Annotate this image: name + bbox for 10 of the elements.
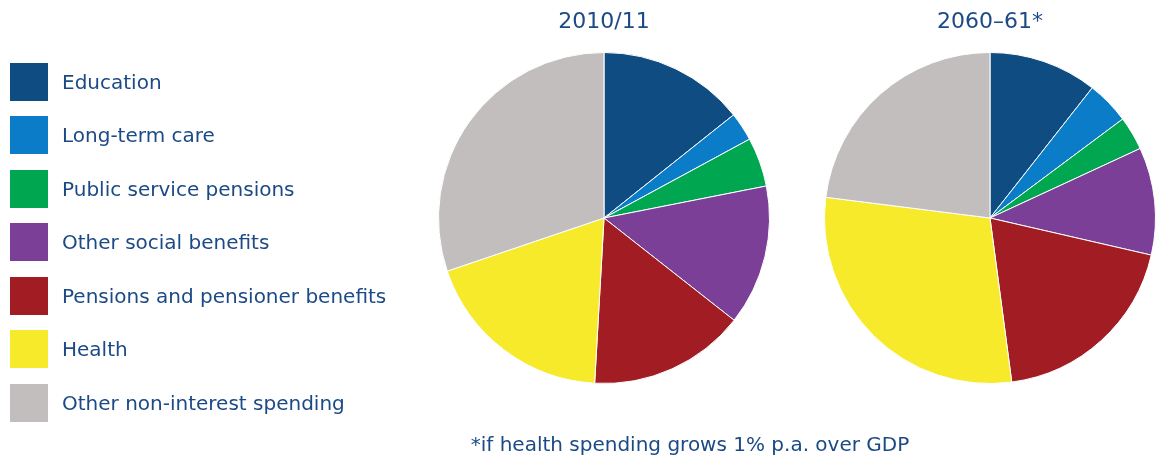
legend-label: Public service pensions	[62, 176, 295, 201]
legend-label: Long-term care	[62, 123, 215, 148]
legend-label: Education	[62, 69, 162, 94]
chart-title: 2010/11	[557, 8, 651, 33]
legend-label: Other social benefits	[62, 230, 270, 255]
legend-label: Health	[62, 337, 128, 362]
text: *if health spending grows 1% p.a. over GDP	[469, 432, 911, 456]
legend-label: Other non-interest spending	[62, 390, 345, 415]
legend-label: Pensions and pensioner benefits	[62, 283, 387, 308]
chart-title: 2060–61*	[936, 8, 1044, 33]
